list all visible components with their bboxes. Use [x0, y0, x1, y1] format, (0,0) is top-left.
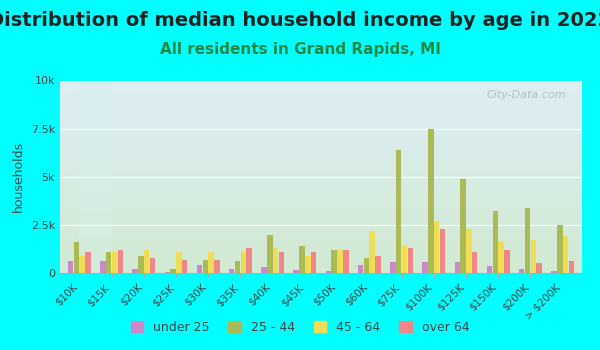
- Bar: [247, 248, 252, 273]
- Bar: [85, 252, 91, 273]
- Bar: [407, 248, 413, 273]
- Bar: [440, 229, 445, 273]
- Bar: [472, 252, 478, 273]
- Bar: [455, 262, 460, 273]
- Text: Distribution of median household income by age in 2022: Distribution of median household income …: [0, 10, 600, 29]
- Bar: [79, 256, 85, 273]
- Bar: [305, 256, 311, 273]
- Bar: [68, 261, 73, 273]
- Bar: [203, 260, 208, 273]
- Bar: [311, 252, 316, 273]
- Bar: [326, 271, 331, 273]
- Bar: [557, 225, 563, 273]
- Bar: [150, 258, 155, 273]
- Text: City-Data.com: City-Data.com: [487, 90, 566, 100]
- Bar: [74, 242, 79, 273]
- Bar: [466, 229, 472, 273]
- Bar: [261, 267, 267, 273]
- Bar: [267, 234, 272, 273]
- Bar: [241, 252, 246, 273]
- Bar: [434, 221, 439, 273]
- Bar: [208, 252, 214, 273]
- Bar: [229, 269, 235, 273]
- Bar: [343, 250, 349, 273]
- Bar: [106, 252, 112, 273]
- Bar: [530, 240, 536, 273]
- Bar: [396, 150, 401, 273]
- Bar: [525, 208, 530, 273]
- Bar: [214, 260, 220, 273]
- Bar: [197, 265, 202, 273]
- Bar: [293, 270, 299, 273]
- Bar: [402, 246, 407, 273]
- Bar: [569, 261, 574, 273]
- Bar: [375, 256, 381, 273]
- Bar: [499, 242, 504, 273]
- Bar: [176, 252, 182, 273]
- Text: All residents in Grand Rapids, MI: All residents in Grand Rapids, MI: [160, 42, 440, 57]
- Bar: [138, 256, 143, 273]
- Bar: [118, 250, 123, 273]
- Bar: [487, 266, 492, 273]
- Bar: [493, 211, 498, 273]
- Bar: [299, 246, 305, 273]
- Bar: [358, 265, 364, 273]
- Bar: [100, 261, 106, 273]
- Bar: [563, 237, 568, 273]
- Bar: [331, 250, 337, 273]
- Bar: [504, 250, 509, 273]
- Bar: [551, 271, 557, 273]
- Bar: [390, 262, 395, 273]
- Bar: [460, 178, 466, 273]
- Bar: [112, 252, 117, 273]
- Bar: [170, 269, 176, 273]
- Bar: [428, 129, 434, 273]
- Bar: [519, 269, 524, 273]
- Bar: [164, 272, 170, 273]
- Bar: [364, 258, 369, 273]
- Bar: [370, 231, 375, 273]
- Bar: [536, 263, 542, 273]
- Bar: [144, 250, 149, 273]
- Bar: [278, 252, 284, 273]
- Bar: [133, 269, 138, 273]
- Bar: [422, 262, 428, 273]
- Bar: [337, 250, 343, 273]
- Bar: [182, 260, 187, 273]
- Bar: [235, 261, 240, 273]
- Bar: [273, 248, 278, 273]
- Legend: under 25, 25 - 44, 45 - 64, over 64: under 25, 25 - 44, 45 - 64, over 64: [124, 315, 476, 340]
- Y-axis label: households: households: [13, 141, 25, 212]
